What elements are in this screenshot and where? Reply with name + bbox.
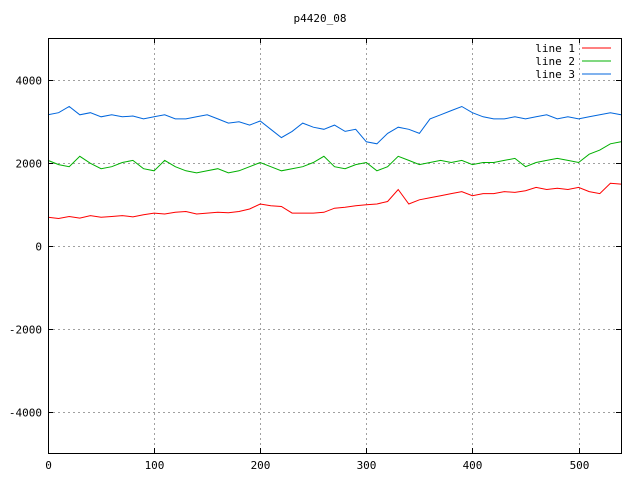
legend-label-1: line 1 (535, 42, 575, 55)
series-lines (47, 105, 622, 220)
axis-ticks: -4000 -2000 0 2000 4000 0 100 200 300 400 500 (9, 38, 621, 472)
legend-label-2: line 2 (535, 55, 575, 68)
series-line-1 (47, 182, 622, 220)
series-line-2 (47, 141, 622, 174)
x-tick-label: 200 (251, 459, 271, 472)
chart-title: p4420_08 (294, 12, 347, 25)
y-tick-label: -2000 (9, 324, 42, 337)
y-tick-label: 0 (35, 241, 42, 254)
series-line-3 (47, 105, 622, 145)
x-tick-label: 0 (45, 459, 52, 472)
y-tick-label: -4000 (9, 407, 42, 420)
x-tick-label: 500 (570, 459, 590, 472)
x-tick-label: 100 (145, 459, 165, 472)
x-tick-label: 300 (357, 459, 377, 472)
legend-label-3: line 3 (535, 68, 575, 81)
y-tick-label: 4000 (16, 75, 43, 88)
x-tick-label: 400 (463, 459, 483, 472)
y-tick-label: 2000 (16, 158, 43, 171)
